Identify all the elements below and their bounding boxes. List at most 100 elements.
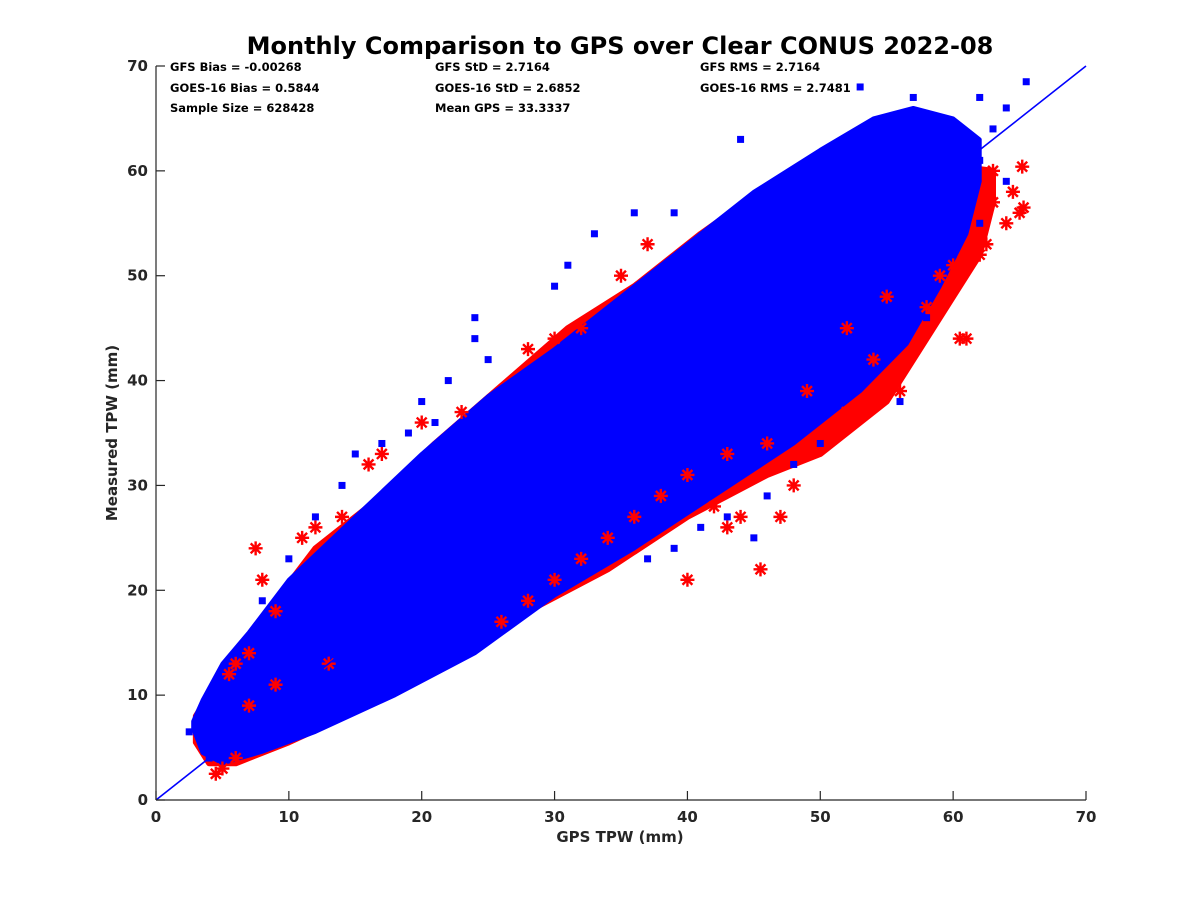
data-point [564,261,572,269]
data-point [866,352,881,367]
data-point [733,509,748,524]
data-point [471,335,479,343]
plot-area [155,65,1087,801]
data-point [295,530,310,545]
data-point [1005,184,1020,199]
data-point [750,534,758,542]
data-point [972,247,987,262]
data-point [856,230,864,238]
data-point [640,237,655,252]
data-point [790,460,798,468]
data-point [697,293,705,301]
data-point [883,251,891,259]
data-point [404,429,412,437]
data-point [657,429,665,437]
data-point [574,551,589,566]
data-point [843,188,851,196]
data-point [242,646,256,661]
data-point [471,555,479,563]
data-point [365,649,373,657]
data-point [627,509,642,524]
data-point [484,356,492,364]
data-point [444,523,452,531]
data-point [242,698,256,713]
data-point [737,135,745,143]
data-point [776,293,784,301]
data-point [923,314,931,322]
data-point [707,499,721,514]
data-point [418,398,426,406]
data-point [215,761,230,776]
data-point [311,712,319,720]
data-point [374,446,389,461]
data-point [600,530,615,545]
stats-annotations: GFS Bias = -0.00268 GFS StD = 2.7164 GFS R… [170,60,851,115]
data-point [524,513,532,521]
data-point [590,230,598,238]
data-point [720,520,735,535]
data-point [228,751,243,766]
x-axis-label: GPS TPW (mm) [556,828,683,846]
data-point [999,216,1014,231]
stat-text: Sample Size = 628428 [170,101,314,115]
data-point [497,481,505,489]
data-point [830,272,838,280]
axes: 0 10 20 30 40 50 60 70 0 10 20 30 40 50 60 70 [127,57,1096,826]
data-point [976,219,984,227]
data-point [338,481,346,489]
data-point [786,478,801,493]
data-point [803,314,811,322]
data-point [896,198,904,206]
x-tick-label: 20 [411,808,432,826]
data-point [268,604,283,619]
data-point [351,450,359,458]
data-point [285,702,293,710]
data-point [617,439,625,447]
data-point [617,534,625,542]
data-point [869,177,877,185]
data-point [972,226,987,241]
data-point [879,289,894,304]
data-point [720,446,735,461]
data-point [753,562,768,577]
data-point [644,555,652,563]
x-tick-label: 10 [278,808,299,826]
x-tick-label: 70 [1076,808,1097,826]
data-point [949,251,957,259]
data-point [1002,104,1010,112]
data-point [351,523,359,531]
data-point [839,321,854,336]
data-point [883,345,891,353]
data-point [444,576,452,584]
data-point [1002,177,1010,185]
data-point [962,188,970,196]
data-point [604,481,612,489]
data-point [1016,200,1031,215]
data-point [311,639,319,647]
chart-title: Monthly Comparison to GPS over Clear CON… [247,32,994,60]
data-point [683,356,691,364]
data-point [431,419,439,427]
data-point [816,439,824,447]
data-point [750,272,758,280]
y-tick-label: 0 [138,791,148,809]
data-point [208,766,223,781]
data-point [590,555,598,563]
data-point [222,667,237,682]
data-point [909,146,917,154]
data-point [723,513,731,521]
data-point [936,167,944,175]
data-point [454,405,469,420]
stat-text: GOES-16 StD = 2.6852 [435,81,580,95]
data-point [976,93,984,101]
data-point [335,509,349,524]
data-point [697,398,705,406]
data-point [737,377,745,385]
data-point [378,439,386,447]
stat-text: GFS Bias = -0.00268 [170,60,302,74]
data-point [959,331,974,346]
data-point [1022,78,1030,86]
data-point [285,555,293,563]
data-point [670,544,678,552]
data-point [760,436,775,451]
